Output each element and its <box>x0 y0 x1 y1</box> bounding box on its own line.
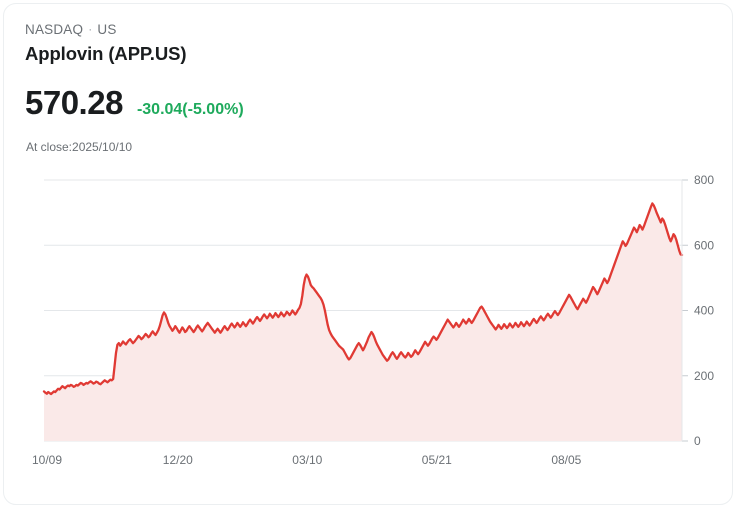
separator-dot: · <box>88 22 93 36</box>
chart-y-labels: 800 600 400 200 0 <box>694 173 714 448</box>
x-axis-label: 12/20 <box>163 453 193 467</box>
price-area-fill <box>44 203 682 441</box>
x-axis-label: 03/10 <box>292 453 322 467</box>
price-value: 570.28 <box>25 84 123 121</box>
price-chart-svg[interactable]: 800 600 400 200 0 10/09 12/20 03/10 05/21 08/05 <box>4 164 733 484</box>
price-change: -30.04(-5.00%) <box>136 101 244 118</box>
y-axis-label: 0 <box>694 434 701 448</box>
x-axis-label: 10/09 <box>32 453 62 467</box>
quote-price-row: 570.28 -30.04(-5.00%) <box>25 84 244 122</box>
y-axis-label: 200 <box>694 369 714 383</box>
quote-header: NASDAQ · US Applovin (APP.US) <box>25 22 186 65</box>
chart-x-labels: 10/09 12/20 03/10 05/21 08/05 <box>32 453 582 467</box>
price-line <box>42 202 684 396</box>
y-axis-label: 800 <box>694 173 714 187</box>
price-chart[interactable]: 800 600 400 200 0 10/09 12/20 03/10 05/21 08/05 <box>4 164 733 484</box>
exchange-region-row: NASDAQ · US <box>25 22 186 37</box>
y-axis-label: 600 <box>694 238 714 252</box>
market-status-note: At close:2025/10/10 <box>26 140 133 154</box>
x-axis-label: 08/05 <box>551 453 581 467</box>
chart-y-ticks <box>682 179 688 442</box>
page-title: Applovin (APP.US) <box>25 43 187 64</box>
x-axis-label: 05/21 <box>422 453 452 467</box>
y-axis-label: 400 <box>694 304 714 318</box>
exchange-label: NASDAQ <box>25 22 84 37</box>
region-label: US <box>97 22 117 37</box>
stock-quote-card: NASDAQ · US Applovin (APP.US) 570.28 -30.0… <box>3 3 733 505</box>
